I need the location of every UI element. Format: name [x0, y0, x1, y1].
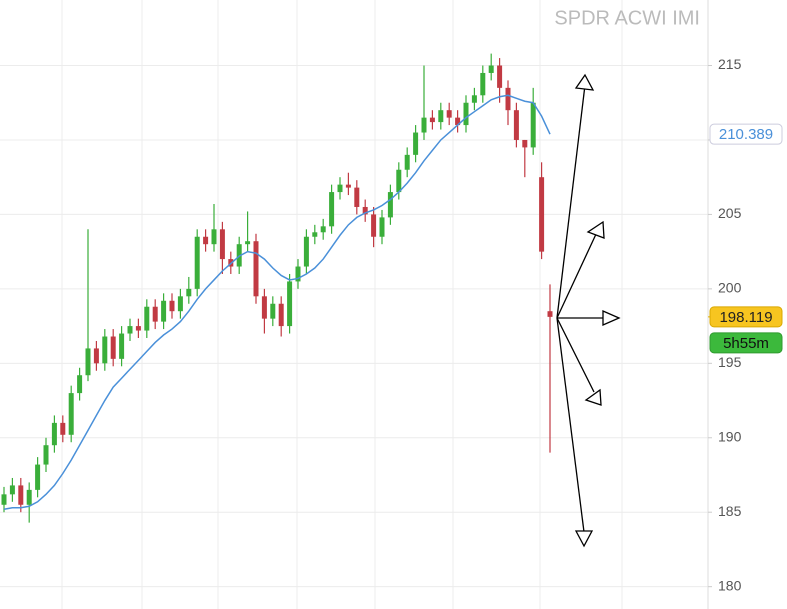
y-tick-label: 215: [718, 56, 742, 72]
candle-body: [261, 296, 267, 319]
candle-body: [488, 65, 494, 73]
candle-body: [362, 206, 368, 215]
candle-body: [413, 132, 419, 155]
candle-body: [127, 326, 133, 334]
candle-body: [68, 393, 74, 435]
candle-body: [219, 229, 225, 260]
candle-body: [186, 288, 192, 297]
candle-body: [43, 445, 49, 465]
candle-body: [211, 229, 217, 245]
arrows: [556, 73, 621, 548]
moving-average-line: [3, 94, 551, 510]
candle-body: [77, 375, 83, 394]
candle-body: [463, 102, 469, 126]
ma-value-badge-bg: [709, 123, 783, 145]
y-tick-label: 180: [718, 577, 742, 593]
candle-body: [404, 154, 410, 170]
candle-body: [396, 169, 402, 193]
candle-body: [480, 72, 486, 96]
candle-body: [312, 232, 318, 237]
candle-body: [60, 422, 66, 435]
candle-body: [421, 117, 427, 133]
candle-body: [152, 306, 158, 322]
candle-body: [85, 348, 91, 376]
candle-body: [203, 236, 209, 245]
candle-body: [446, 110, 452, 118]
candle-body: [169, 300, 175, 312]
y-tick-label: 190: [718, 428, 742, 444]
candle-body: [513, 110, 519, 140]
candle-body: [522, 139, 528, 148]
candle-body: [337, 184, 343, 193]
candle-body: [379, 217, 385, 237]
candle-body: [253, 241, 259, 297]
candle-body: [303, 236, 309, 267]
candle-body: [51, 422, 57, 446]
candle-body: [295, 266, 301, 282]
candle-body: [354, 187, 360, 207]
candle-body: [35, 464, 41, 490]
ma-value-badge: 210.389: [719, 126, 773, 143]
candle-body: [387, 192, 393, 218]
last-price-badge-bg: [709, 306, 783, 328]
candle-body: [371, 214, 377, 237]
candle-body: [93, 348, 99, 364]
candle-body: [287, 281, 293, 327]
candle-body: [177, 296, 183, 312]
last-price-badge: 198.119: [719, 309, 772, 326]
candle-body: [270, 303, 276, 319]
candle-body: [119, 333, 125, 359]
candle-body: [9, 485, 15, 495]
candle-body: [429, 117, 435, 123]
candle-body: [505, 87, 511, 111]
candle-body: [26, 489, 32, 505]
candle-body: [345, 184, 351, 188]
candle-body: [438, 110, 444, 123]
candle-body: [497, 65, 503, 88]
y-tick-label: 185: [718, 503, 742, 519]
candle-body: [530, 102, 536, 148]
candle-body: [194, 236, 200, 289]
candle-body: [245, 241, 251, 245]
chart-title: SPDR ACWI IMI: [554, 7, 700, 29]
candle-body: [102, 336, 108, 364]
candle-body: [547, 311, 553, 317]
y-tick-label: 205: [718, 205, 742, 221]
candle-body: [144, 306, 150, 331]
candle-body: [110, 336, 116, 359]
countdown-badge: 5h55m: [723, 335, 769, 352]
y-tick-label: 195: [718, 354, 742, 370]
candle-body: [18, 485, 24, 505]
y-tick-label: 200: [718, 280, 742, 296]
candle-body: [471, 95, 477, 103]
candle-body: [455, 117, 461, 126]
countdown-badge-bg: [709, 332, 783, 354]
candle-body: [329, 192, 335, 227]
candle-body: [1, 494, 7, 505]
candle-body: [161, 300, 167, 322]
candle-body: [135, 326, 141, 331]
vertical-grid: [61, 0, 623, 609]
candle-body: [320, 226, 326, 233]
candle-body: [278, 303, 284, 327]
candle-body: [539, 177, 545, 252]
